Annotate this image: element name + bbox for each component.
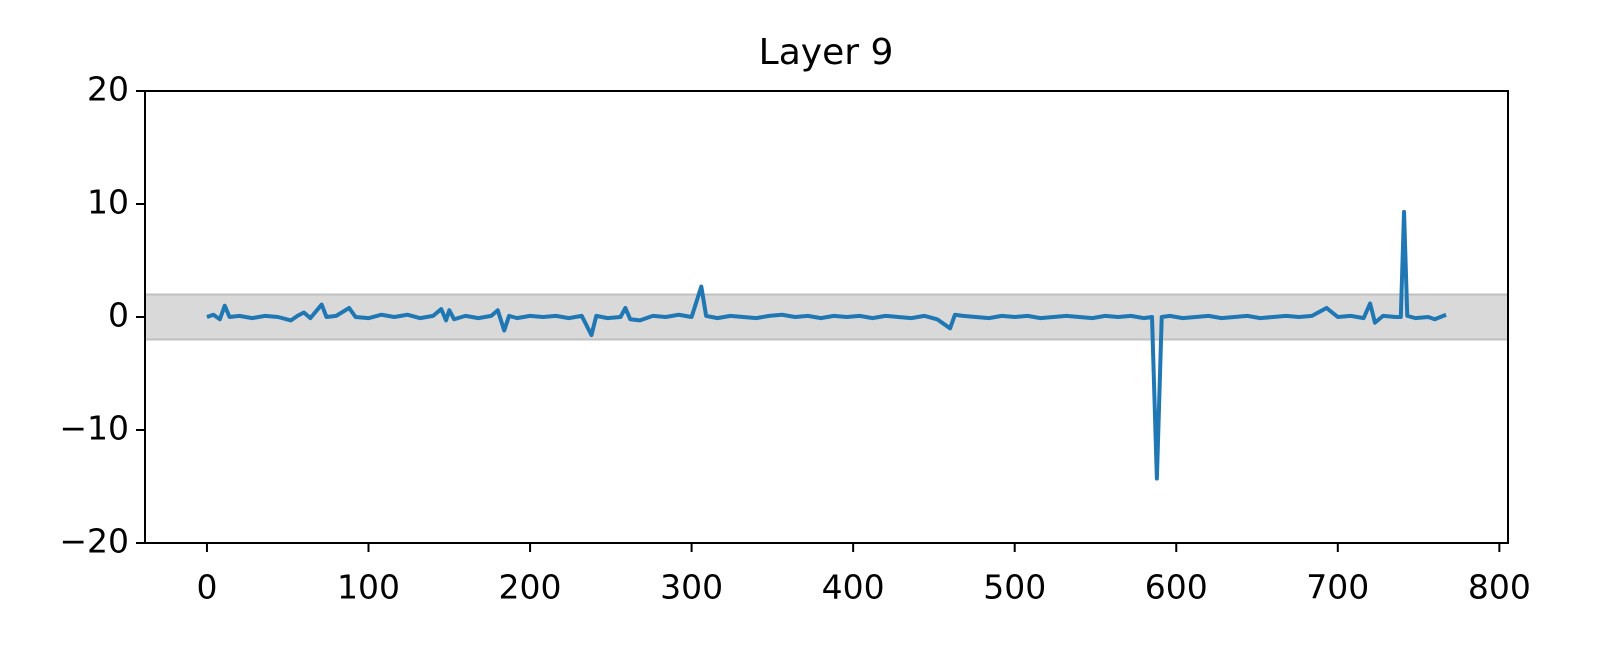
x-tick-label: 700: [1306, 568, 1369, 607]
data-line: [206, 209, 1447, 481]
plot-frame: [144, 90, 1509, 544]
x-tick-label: 200: [499, 568, 562, 607]
x-tick-label: 600: [1145, 568, 1208, 607]
x-tick-label: 500: [983, 568, 1046, 607]
x-tick-label: 300: [660, 568, 723, 607]
x-tick-label: 400: [822, 568, 885, 607]
y-tick-label: 10: [87, 183, 129, 222]
y-tick-label: 0: [108, 296, 129, 335]
chart-title: Layer 9: [759, 32, 894, 73]
x-tick-label: 100: [337, 568, 400, 607]
x-tick-label: 800: [1468, 568, 1531, 607]
y-tick-label: −10: [59, 409, 129, 448]
y-tick-label: −20: [59, 522, 129, 561]
y-tick-label: 20: [87, 70, 129, 109]
x-tick-label: 0: [196, 568, 217, 607]
